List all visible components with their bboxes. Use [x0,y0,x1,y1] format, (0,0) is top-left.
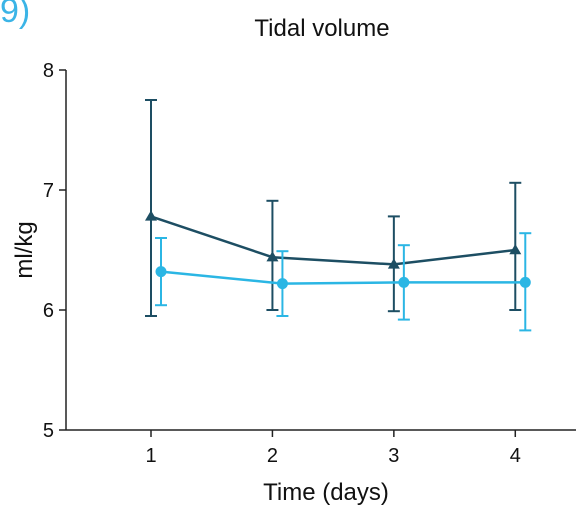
x-tick-label-3: 3 [388,445,399,467]
point-triangle-1 [145,210,157,221]
y-tick-label-7: 7 [43,180,54,202]
series-triangle [145,99,522,317]
x-tick-label-1: 1 [145,445,156,467]
series-circle [155,232,532,332]
y-axis-label: ml/kg [11,221,38,278]
point-circle-2 [276,278,288,290]
point-circle-4 [519,276,531,288]
panel-label: 9) [0,0,31,30]
series-line-circle [160,270,526,285]
series-line-triangle [150,215,516,266]
y-tick-label-8: 8 [43,60,54,82]
y-tick-label-5: 5 [43,420,54,442]
error-bar-triangle-1 [145,99,157,317]
y-tick-label-6: 6 [43,300,54,322]
point-circle-3 [398,276,410,288]
point-triangle-3 [387,258,400,269]
axes: 5 6 7 8 1 2 3 4 [43,60,576,467]
x-tick-label-2: 2 [267,445,278,467]
series-layer [145,99,532,332]
point-circle-1 [155,266,167,278]
x-axis-label: Time (days) [263,479,389,506]
chart-title: Tidal volume [254,15,389,42]
point-triangle-2 [266,251,279,262]
point-triangle-4 [509,244,522,255]
x-tick-label-4: 4 [510,445,521,467]
